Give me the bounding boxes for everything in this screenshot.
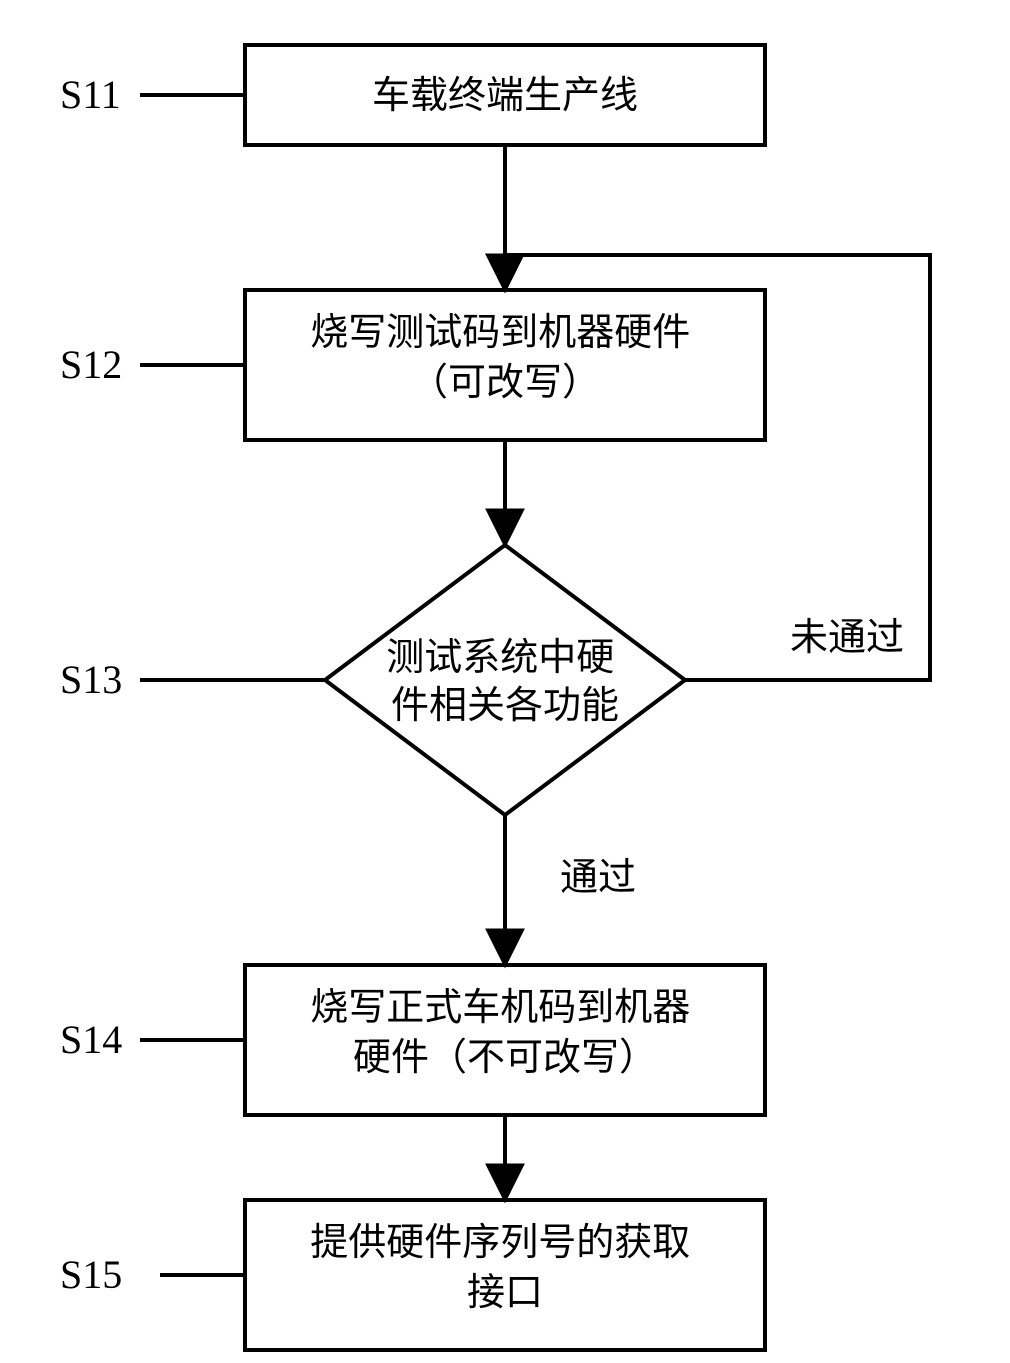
label-s15: S15	[60, 1252, 122, 1297]
label-s11: S11	[60, 72, 121, 117]
node-s14-text: 烧写正式车机码到机器 硬件（不可改写）	[310, 987, 700, 1079]
edge-e3-label: 通过	[560, 857, 636, 899]
node-s13-text: 测试系统中硬 件相关各功能	[386, 637, 624, 727]
node-s15-text: 提供硬件序列号的获取 接口	[310, 1222, 700, 1314]
edge-fail-label: 未通过	[790, 617, 904, 659]
node-s13	[325, 545, 685, 815]
label-s13: S13	[60, 657, 122, 702]
flowchart: 车载终端生产线 S11 烧写测试码到机器硬件 （可改写） S12 测试系统中硬 …	[0, 0, 1010, 1363]
node-s11-text: 车载终端生产线	[372, 75, 638, 117]
label-s14: S14	[60, 1017, 122, 1062]
node-s12-text: 烧写测试码到机器硬件 （可改写）	[310, 312, 700, 404]
label-s12: S12	[60, 342, 122, 387]
